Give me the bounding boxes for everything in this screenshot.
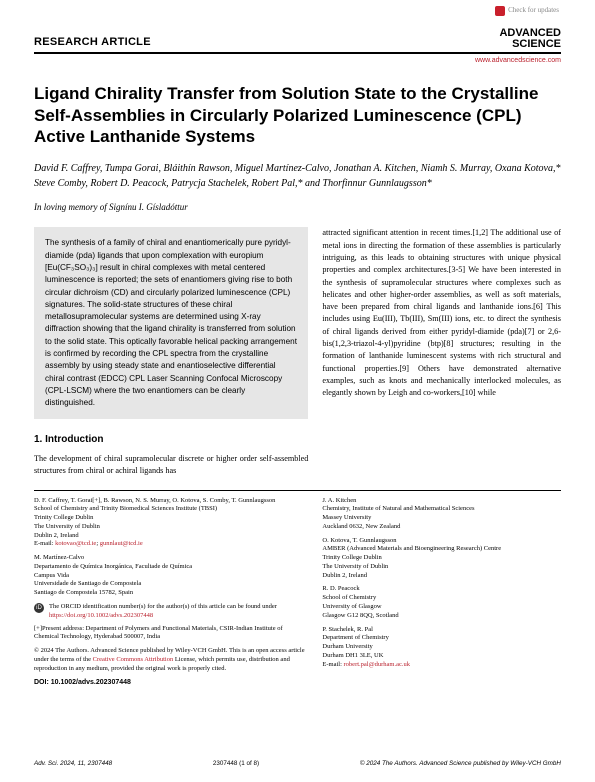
affiliation-5: R. D. Peacock School of Chemistry Univer… <box>322 585 561 620</box>
email-link-1a[interactable]: kotovao@tcd.ie <box>55 540 96 547</box>
cc-link[interactable]: Creative Commons Attribution <box>93 656 174 663</box>
affiliation-2: M. Martínez-Calvo Departamento de Químic… <box>34 554 308 598</box>
check-updates-badge[interactable]: Check for updates <box>495 6 559 16</box>
left-column: The synthesis of a family of chiral and … <box>34 227 308 477</box>
check-updates-label: Check for updates <box>508 6 559 15</box>
footer-page: 2307448 (1 of 8) <box>213 760 259 769</box>
page-footer: Adv. Sci. 2024, 11, 2307448 2307448 (1 o… <box>34 760 561 769</box>
journal-name-2: SCIENCE <box>499 39 561 50</box>
intro-text-right: attracted significant attention in recen… <box>322 227 561 399</box>
present-address: [+]Present address: Department of Polyme… <box>34 625 308 643</box>
affiliation-4: O. Kotova, T. Gunnlaugsson AMBER (Advanc… <box>322 537 561 581</box>
journal-logo: ADVANCED SCIENCE <box>499 28 561 50</box>
affiliation-1: D. F. Caffrey, T. Gorai[+], B. Rawson, N… <box>34 497 308 550</box>
affiliation-6: P. Stachelek, R. Pal Department of Chemi… <box>322 626 561 670</box>
author-list: David F. Caffrey, Tumpa Gorai, Bláithín … <box>34 161 561 191</box>
doi: DOI: 10.1002/advs.202307448 <box>34 678 308 687</box>
affiliations-left: D. F. Caffrey, T. Gorai[+], B. Rawson, N… <box>34 497 308 688</box>
intro-text-left: The development of chiral supramolecular… <box>34 453 308 478</box>
orcid-text: The ORCID identification number(s) for t… <box>49 603 308 621</box>
affiliations-right: J. A. Kitchen Chemistry, Institute of Na… <box>322 497 561 688</box>
orcid-row: iD The ORCID identification number(s) fo… <box>34 603 308 621</box>
affiliation-3: J. A. Kitchen Chemistry, Institute of Na… <box>322 497 561 532</box>
article-title: Ligand Chirality Transfer from Solution … <box>34 83 561 147</box>
copyright-notice: © 2024 The Authors. Advanced Science pub… <box>34 647 308 673</box>
orcid-link[interactable]: https://doi.org/10.1002/advs.202307448 <box>49 612 153 619</box>
journal-url[interactable]: www.advancedscience.com <box>34 56 561 65</box>
footer-copyright: © 2024 The Authors. Advanced Science pub… <box>360 760 561 769</box>
email-link-1b[interactable]: gunnlaut@tcd.ie <box>100 540 143 547</box>
header-bar: RESEARCH ARTICLE ADVANCED SCIENCE <box>34 28 561 54</box>
orcid-icon: iD <box>34 603 44 613</box>
affiliations-section: D. F. Caffrey, T. Gorai[+], B. Rawson, N… <box>34 490 561 688</box>
main-columns: The synthesis of a family of chiral and … <box>34 227 561 477</box>
orcid-label: The ORCID identification number(s) for t… <box>49 603 277 610</box>
intro-heading: 1. Introduction <box>34 433 308 447</box>
updates-icon <box>495 6 505 16</box>
article-type: RESEARCH ARTICLE <box>34 35 151 50</box>
dedication: In loving memory of Signínu I. Gísladótt… <box>34 201 561 213</box>
email-link-6[interactable]: robert.pal@durham.ac.uk <box>344 661 410 668</box>
right-column: attracted significant attention in recen… <box>322 227 561 477</box>
abstract-box: The synthesis of a family of chiral and … <box>34 227 308 419</box>
footer-citation: Adv. Sci. 2024, 11, 2307448 <box>34 760 112 769</box>
